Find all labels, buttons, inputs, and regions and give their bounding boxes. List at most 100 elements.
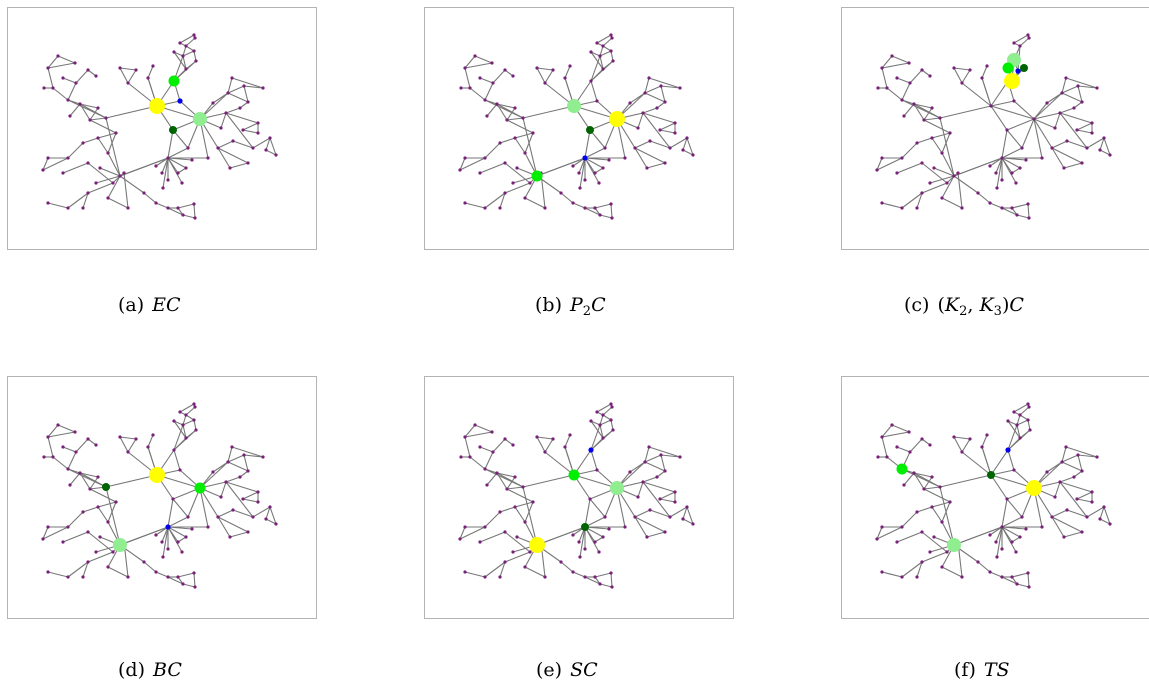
graph-edge [167,157,187,169]
graph-edge [496,103,524,119]
graph-edge [514,137,526,154]
graph-node [61,540,65,544]
graph-edge [1077,454,1098,458]
graph-edge [1076,129,1093,134]
graph-edge [648,77,681,89]
highlighted-node-rank4 [1020,64,1028,72]
graph-edge [909,69,923,84]
graph-node [42,86,46,90]
graph-edge [172,498,189,518]
graph-node [1028,428,1032,432]
highlighted-node-rank1 [1026,480,1042,496]
network-graph-b [458,33,695,220]
graph-node [118,435,122,439]
graph-node [463,156,467,160]
graph-edge [99,167,121,177]
graph-node [1040,525,1044,529]
graph-edge [659,498,676,503]
graph-node [681,148,685,152]
graph-node [663,530,667,534]
graph-edge [469,456,486,470]
graph-edge [89,117,107,121]
graph-node [1045,470,1049,474]
graph-edge [913,103,925,121]
graph-edge [941,175,955,199]
graph-node [932,535,936,539]
graph-edge [87,438,97,446]
graph-node [111,550,115,554]
graph-edge [97,132,117,139]
graph-node [219,495,223,499]
graph-edge [916,561,923,578]
graph-node [691,522,695,526]
graph-node [114,500,118,504]
graph-node [503,68,507,72]
graph-node [192,33,196,37]
graph-node [106,565,110,569]
highlighted-node-rank2 [113,538,127,552]
graph-node [659,453,663,457]
graph-node [178,410,182,414]
graph-edge [269,506,277,525]
graph-node [1012,468,1016,472]
graph-edge [79,472,107,488]
graph-node [61,445,65,449]
graph-node [511,74,515,78]
graph-node [598,54,602,58]
graph-node [1010,206,1014,210]
graph-edge [155,202,169,209]
graph-edge [901,99,915,105]
graph-node [583,575,587,579]
graph-edge [522,486,538,546]
graph-edge [484,192,506,209]
graph-node [242,84,246,88]
graph-node [595,41,599,45]
graph-node [96,475,100,479]
graph-node [73,61,77,65]
graph-node [885,86,889,90]
highlighted-node-rank1 [149,467,165,483]
graph-edge [212,461,229,473]
graph-node [192,571,196,575]
graph-node [875,168,879,172]
graph-edge [659,491,676,500]
graph-edge [522,474,575,488]
graph-node [930,475,934,479]
graph-node [216,515,220,519]
graph-edge [1046,461,1063,473]
graph-edge [464,55,476,69]
graph-edge [474,55,493,64]
graph-edge [953,526,1003,546]
graph-node [256,490,260,494]
graph-edge [590,420,604,439]
graph-edge [231,446,264,458]
graph-edge [185,60,197,70]
graph-node [56,54,60,58]
highlighted-node-rank5 [588,447,594,453]
graph-node [610,36,614,40]
graph-edge [642,476,658,483]
graph-edge [486,103,498,117]
graph-node [1015,423,1019,427]
graph-edge [901,142,918,159]
graph-edge [1016,424,1021,439]
graph-node [1018,436,1022,440]
graph-node [610,216,614,220]
graph-node [61,76,65,80]
graph-node [154,570,158,574]
graph-node [610,585,614,589]
graph-edge [1021,118,1035,149]
graph-edge [901,561,923,578]
graph-edge [52,456,69,470]
graph-node [985,433,989,437]
graph-node [154,533,158,537]
graph-edge [1016,214,1030,219]
graph-node [912,102,916,106]
caption-part: ) [1001,294,1010,316]
graph-node [908,81,912,85]
graph-node [81,206,85,210]
graph-node [607,527,611,531]
graph-node [66,98,70,102]
graph-node [176,206,180,210]
graph-node [184,436,188,440]
